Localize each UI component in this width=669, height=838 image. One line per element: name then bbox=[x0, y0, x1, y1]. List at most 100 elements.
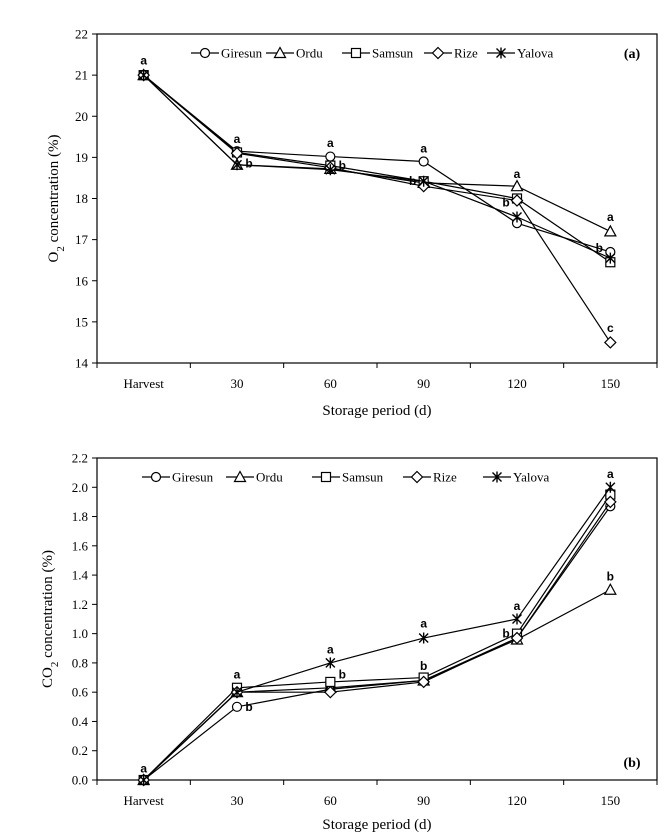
x-tick-label: Harvest bbox=[123, 376, 164, 391]
data-point bbox=[603, 582, 617, 595]
y-tick-label: 2.2 bbox=[72, 451, 88, 466]
legend-item-rize: Rize bbox=[424, 46, 478, 61]
y-axis-label-rest: concentration (%) bbox=[46, 135, 62, 247]
x-axis-label: Storage period (d) bbox=[322, 817, 431, 833]
significance-letter: c bbox=[607, 321, 614, 335]
x-tick-label: 120 bbox=[507, 376, 527, 391]
y-tick-label: 17 bbox=[75, 232, 89, 247]
series-yalova bbox=[138, 69, 616, 264]
significance-letter: a bbox=[140, 761, 147, 775]
legend-marker bbox=[273, 46, 287, 59]
data-point bbox=[230, 146, 244, 160]
legend-item-ordu: Ordu bbox=[226, 470, 283, 485]
significance-letter: b bbox=[596, 241, 603, 255]
significance-letter: a bbox=[420, 141, 427, 155]
chart-panel-a: 14 15 16 17 18 19 20 21 22 Harvest 30 60 90 120 150 Sto… bbox=[46, 27, 658, 419]
legend-item-giresun: Giresun bbox=[142, 470, 214, 485]
legend-label: Samsun bbox=[342, 470, 384, 485]
legend-label: Rize bbox=[454, 46, 478, 61]
data-point bbox=[418, 632, 429, 644]
legend-label: Ordu bbox=[296, 46, 323, 61]
data-point bbox=[325, 676, 336, 688]
panel-label: (b) bbox=[623, 756, 640, 771]
y-axis-label-main: O bbox=[46, 251, 62, 262]
significance-letter: a bbox=[234, 132, 241, 146]
data-point bbox=[510, 631, 524, 645]
y-axis-label: O2 concentration (%) bbox=[46, 135, 67, 263]
legend-label: Giresun bbox=[172, 470, 214, 485]
y-tick-label: 0.8 bbox=[72, 655, 88, 670]
legend-item-rize: Rize bbox=[403, 470, 457, 485]
legend-label: Samsun bbox=[372, 46, 414, 61]
data-point bbox=[605, 252, 616, 264]
chart-panel-b: 0.0 0.2 0.4 0.6 0.8 1.0 1.2 1.4 1.6 1.8 2.0 2.2 Harv… bbox=[40, 451, 658, 833]
significance-letter: b bbox=[502, 627, 509, 641]
data-point bbox=[232, 686, 242, 698]
y-tick-label: 21 bbox=[75, 68, 88, 83]
y-tick-label: 20 bbox=[75, 109, 88, 124]
significance-letter: a bbox=[420, 616, 427, 630]
legend-label: Yalova bbox=[513, 470, 549, 485]
legend-item-samsun: Samsun bbox=[342, 46, 414, 61]
y-tick-label: 1.0 bbox=[72, 626, 88, 641]
legend-item-ordu: Ordu bbox=[266, 46, 323, 61]
significance-letter: b bbox=[420, 659, 427, 673]
series-yalova bbox=[138, 481, 616, 786]
series-rize bbox=[137, 495, 617, 787]
series-line bbox=[143, 74, 611, 343]
y-tick-label: 0.4 bbox=[72, 714, 89, 729]
data-point bbox=[417, 675, 431, 689]
significance-letter: a bbox=[327, 136, 334, 150]
significance-letter: a bbox=[607, 467, 614, 481]
data-point bbox=[325, 151, 336, 162]
legend-marker bbox=[199, 47, 211, 59]
plot-frame bbox=[96, 457, 658, 781]
x-tick-label: 150 bbox=[601, 376, 621, 391]
legend-label: Rize bbox=[433, 470, 457, 485]
legend-marker bbox=[431, 46, 445, 60]
data-point bbox=[512, 613, 522, 625]
data-point bbox=[418, 175, 429, 187]
y-axis-label: CO2 concentration (%) bbox=[40, 550, 61, 688]
data-point bbox=[605, 481, 616, 493]
x-tick-label: 30 bbox=[231, 376, 244, 391]
series-line bbox=[143, 74, 611, 253]
series-line bbox=[143, 505, 611, 781]
significance-letter: a bbox=[140, 54, 147, 68]
y-tick-label: 0.2 bbox=[72, 743, 88, 758]
x-tick-label: 30 bbox=[231, 793, 244, 808]
y-tick-label: 15 bbox=[75, 314, 88, 329]
legend-marker bbox=[492, 471, 502, 483]
series-samsun bbox=[138, 489, 616, 786]
y-tick-label: 16 bbox=[75, 273, 89, 288]
x-tick-label: 60 bbox=[324, 793, 337, 808]
series-ordu bbox=[137, 582, 617, 786]
significance-letter: b bbox=[502, 196, 509, 210]
plot-frame bbox=[96, 33, 658, 364]
legend: Giresun Ordu Samsun Rize Yalova bbox=[142, 470, 549, 485]
legend-marker bbox=[150, 471, 162, 483]
x-tick-label: 90 bbox=[417, 793, 430, 808]
legend-item-giresun: Giresun bbox=[191, 46, 263, 61]
significance-letter: a bbox=[514, 599, 521, 613]
significance-letter: a bbox=[514, 167, 521, 181]
legend-marker bbox=[410, 470, 424, 484]
significance-letter: b bbox=[339, 159, 346, 173]
y-tick-label: 0.6 bbox=[72, 685, 89, 700]
y-tick-label: 18 bbox=[75, 191, 88, 206]
data-point bbox=[603, 495, 617, 509]
series-ordu bbox=[137, 68, 617, 237]
data-point bbox=[603, 336, 617, 349]
y-axis-label-subscript: 2 bbox=[55, 246, 67, 252]
series-line bbox=[143, 74, 611, 263]
y-tick-label: 22 bbox=[75, 27, 88, 42]
significance-letter: a bbox=[327, 643, 334, 657]
data-point bbox=[232, 159, 242, 171]
legend-item-yalova: Yalova bbox=[487, 46, 553, 61]
legend-item-samsun: Samsun bbox=[312, 470, 384, 485]
series-line bbox=[143, 74, 611, 232]
significance-letter: b bbox=[409, 174, 416, 188]
y-tick-label: 19 bbox=[75, 150, 88, 165]
legend-marker bbox=[496, 47, 506, 59]
